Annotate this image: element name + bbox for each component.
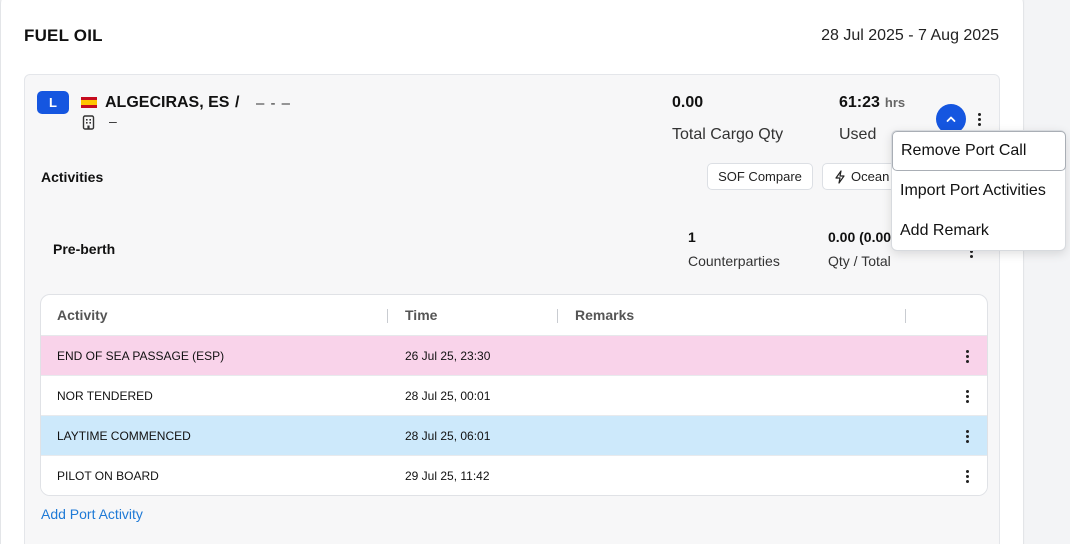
table-row[interactable]: END OF SEA PASSAGE (ESP) 26 Jul 25, 23:3… <box>41 336 987 376</box>
port-call-more-icon[interactable] <box>971 109 987 129</box>
row-more-icon[interactable] <box>959 346 975 366</box>
header-remarks[interactable]: Remarks <box>575 307 635 323</box>
counterparties-value: 1 <box>688 229 696 245</box>
chevron-up-icon <box>946 116 956 122</box>
table-row[interactable]: NOR TENDERED 28 Jul 25, 00:01 <box>41 376 987 416</box>
ocean-button-label: Ocean <box>851 169 890 184</box>
lightning-icon <box>835 169 845 184</box>
column-divider[interactable] <box>387 309 388 323</box>
berth-placeholder: – <box>109 113 117 129</box>
port-separator: / <box>235 94 240 111</box>
total-cargo-qty-label: Total Cargo Qty <box>672 126 784 143</box>
row-more-icon[interactable] <box>959 386 975 406</box>
port-eta-placeholder: – - – <box>256 95 292 112</box>
add-port-activity-link[interactable]: Add Port Activity <box>41 506 143 522</box>
used-time-value: 61:23 hrs <box>839 94 906 111</box>
port-type-badge: L <box>37 91 69 114</box>
collapse-button[interactable] <box>936 104 966 134</box>
date-range: 28 Jul 2025 - 7 Aug 2025 <box>821 27 999 44</box>
menu-item-add-remark[interactable]: Add Remark <box>900 222 989 239</box>
row-time: 28 Jul 25, 06:01 <box>405 429 491 443</box>
preberth-title: Pre-berth <box>53 241 116 257</box>
sof-compare-button[interactable]: SOF Compare <box>707 163 813 190</box>
table-row[interactable]: LAYTIME COMMENCED 28 Jul 25, 06:01 <box>41 416 987 456</box>
used-time-label: Used <box>839 126 877 143</box>
row-more-icon[interactable] <box>959 466 975 486</box>
row-time: 28 Jul 25, 00:01 <box>405 389 491 403</box>
section-title: FUEL OIL <box>24 26 103 45</box>
header-time[interactable]: Time <box>405 307 438 323</box>
table-header: Activity Time Remarks <box>41 295 987 336</box>
used-time-unit: hrs <box>884 95 906 110</box>
ocean-button[interactable]: Ocean <box>822 163 902 190</box>
menu-item-remove-port-call[interactable]: Remove Port Call <box>892 131 1066 171</box>
row-activity: NOR TENDERED <box>57 389 153 403</box>
right-panel-background <box>1025 0 1070 544</box>
port-name[interactable]: ALGECIRAS, ES <box>105 94 230 111</box>
column-divider[interactable] <box>557 309 558 323</box>
counterparties-label: Counterparties <box>688 253 780 269</box>
spain-flag-icon <box>81 97 97 108</box>
table-row[interactable]: PILOT ON BOARD 29 Jul 25, 11:42 <box>41 456 987 495</box>
qty-total-value: 0.00 (0.00 <box>828 229 892 245</box>
menu-item-import-port-activities[interactable]: Import Port Activities <box>900 182 1046 199</box>
port-call-menu: Remove Port Call Import Port Activities … <box>891 130 1066 251</box>
row-activity: PILOT ON BOARD <box>57 469 159 483</box>
building-icon <box>82 115 95 130</box>
total-cargo-qty-value: 0.00 <box>672 94 704 111</box>
row-time: 29 Jul 25, 11:42 <box>405 469 490 483</box>
column-divider[interactable] <box>905 309 906 323</box>
header-activity[interactable]: Activity <box>57 307 108 323</box>
activities-title: Activities <box>41 169 104 185</box>
row-activity: LAYTIME COMMENCED <box>57 429 191 443</box>
activities-table: Activity Time Remarks END OF SEA PASSAGE… <box>40 294 988 496</box>
row-activity: END OF SEA PASSAGE (ESP) <box>57 349 225 363</box>
row-more-icon[interactable] <box>959 426 975 446</box>
qty-total-label: Qty / Total <box>828 253 891 269</box>
row-time: 26 Jul 25, 23:30 <box>405 349 491 363</box>
